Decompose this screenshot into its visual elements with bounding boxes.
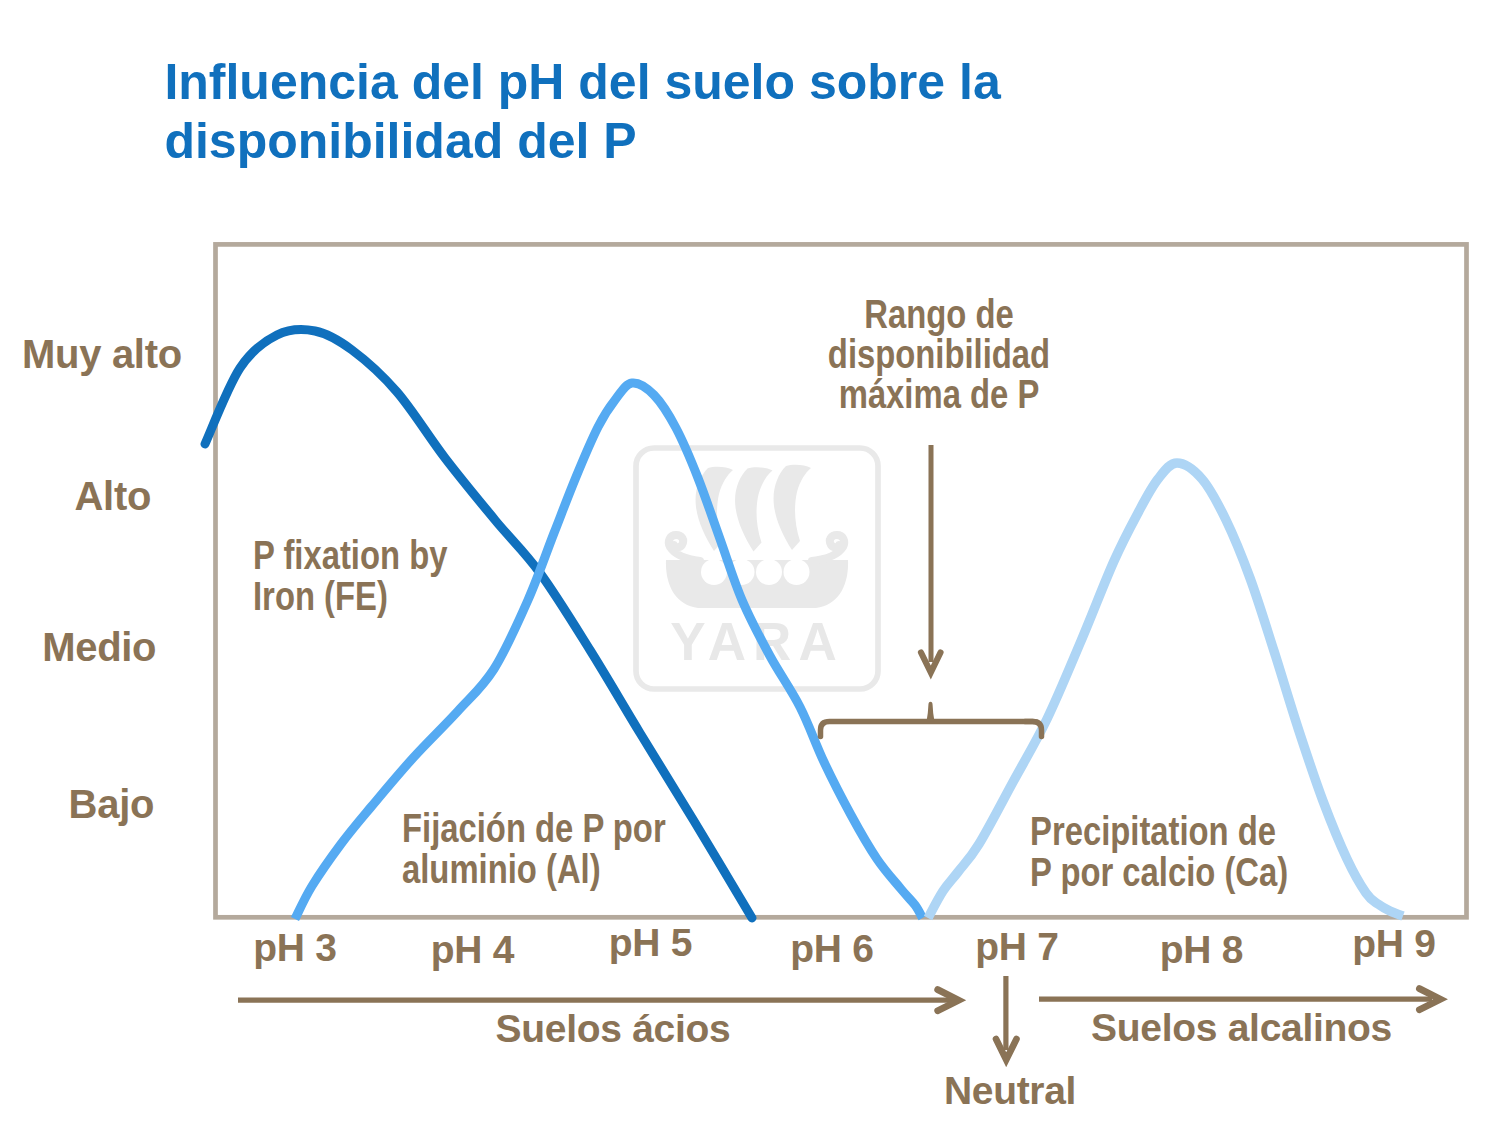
svg-text:YARA: YARA <box>670 612 843 671</box>
